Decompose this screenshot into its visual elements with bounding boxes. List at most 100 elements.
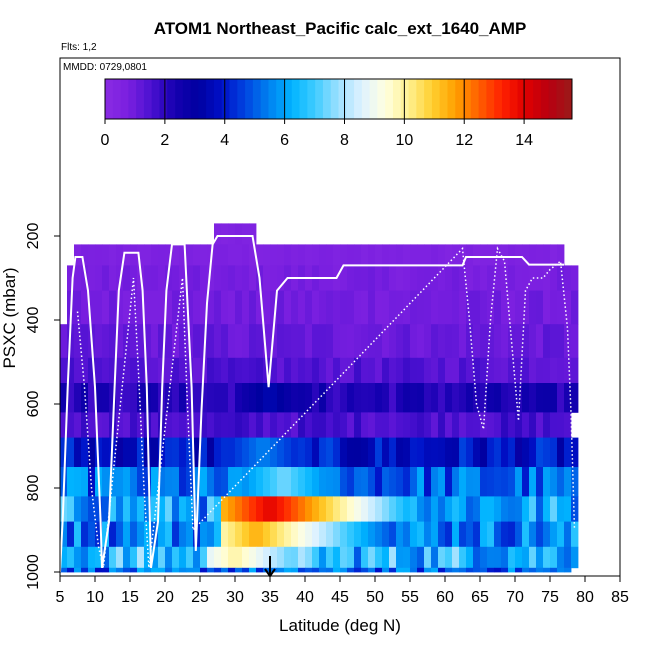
heatmap-cell [326, 383, 334, 413]
heatmap-cell [326, 437, 334, 468]
heatmap-cell [291, 412, 299, 438]
heatmap-cell [214, 290, 222, 325]
heatmap-cell [277, 357, 285, 384]
heatmap-cell [207, 412, 215, 438]
heatmap-cell [431, 437, 439, 468]
heatmap-cell [207, 546, 215, 569]
heatmap-cell [557, 467, 565, 497]
heatmap-cell [333, 412, 341, 438]
heatmap-cell [375, 244, 383, 266]
heatmap-cell [459, 496, 467, 522]
heatmap-cell [382, 521, 390, 548]
heatmap-cell [515, 546, 523, 569]
heatmap-cell [130, 244, 138, 266]
heatmap-cell [424, 412, 432, 438]
x-tick-label: 5 [56, 589, 65, 606]
heatmap-cell [354, 324, 362, 359]
heatmap-cell [382, 567, 390, 573]
heatmap-cell [235, 546, 243, 569]
heatmap-cell [74, 383, 82, 413]
heatmap-cell [144, 567, 152, 573]
heatmap-cell [116, 437, 124, 468]
heatmap-cell [340, 437, 348, 468]
heatmap-cell [130, 496, 138, 522]
heatmap-cell [473, 496, 481, 522]
heatmap-cell [179, 412, 187, 438]
heatmap-cell [102, 567, 110, 573]
heatmap-cell [361, 244, 369, 266]
colorbar-segment [322, 79, 332, 119]
heatmap-cell [557, 357, 565, 384]
heatmap-cell [144, 290, 152, 325]
heatmap-cell [536, 412, 544, 438]
heatmap-cell [389, 437, 397, 468]
heatmap-cell [214, 412, 222, 438]
heatmap-cell [102, 265, 110, 291]
heatmap-cell [431, 546, 439, 569]
heatmap-cell [543, 567, 551, 573]
heatmap-cell [424, 467, 432, 497]
heatmap-cell [445, 290, 453, 325]
heatmap-cell [123, 290, 131, 325]
heatmap-cell [305, 567, 313, 573]
heatmap-cell [368, 412, 376, 438]
colorbar-segment [167, 79, 176, 119]
heatmap-cell [221, 244, 229, 266]
x-tick-label: 60 [436, 589, 454, 606]
colorbar-tick-label: 10 [395, 132, 413, 149]
colorbar-segment [540, 79, 550, 119]
heatmap-cell [466, 265, 474, 291]
heatmap-cell [536, 467, 544, 497]
heatmap-cell [228, 265, 236, 291]
heatmap-cell [305, 357, 313, 384]
heatmap-cell [130, 437, 138, 468]
heatmap-cell [109, 357, 117, 384]
colorbar-segment [501, 79, 511, 119]
heatmap-cell [137, 546, 145, 569]
flight-track-dotted [76, 246, 576, 568]
heatmap-cell [277, 383, 285, 413]
colorbar-segment [330, 79, 339, 119]
heatmap-cell [242, 496, 250, 522]
heatmap-cell [571, 290, 579, 325]
heatmap-cell [109, 521, 117, 548]
heatmap-cell [151, 496, 159, 522]
heatmap-cell [172, 521, 180, 548]
heatmap-cell [494, 244, 502, 266]
heatmap-cell [333, 324, 341, 359]
heatmap-cell [438, 567, 446, 573]
colorbar-segment [533, 79, 542, 119]
heatmap-cell [165, 290, 173, 325]
heatmap-cell [151, 357, 159, 384]
colorbar-segment [190, 79, 199, 119]
heatmap-cell [172, 496, 180, 522]
colorbar-segment [105, 79, 114, 119]
heatmap-cell [242, 546, 250, 569]
heatmap-cell [200, 496, 208, 522]
heatmap-cell [214, 265, 222, 291]
colorbar-tick-label: 12 [455, 132, 473, 149]
heatmap-cell [270, 437, 278, 468]
heatmap-cell [291, 357, 299, 384]
heatmap-cell [221, 223, 229, 245]
x-tick-label: 35 [261, 589, 279, 606]
heatmap-cell [445, 357, 453, 384]
heatmap-cell [165, 244, 173, 266]
heatmap-cell [501, 244, 509, 266]
heatmap-cell [235, 567, 243, 573]
heatmap-cell [529, 412, 537, 438]
heatmap-cell [270, 546, 278, 569]
heatmap-cell [417, 244, 425, 266]
heatmap-cell [347, 496, 355, 522]
heatmap-cell [95, 244, 103, 266]
heatmap-cell [466, 290, 474, 325]
heatmap-cell [501, 290, 509, 325]
heatmap-cell [452, 496, 460, 522]
heatmap-cell [459, 467, 467, 497]
heatmap-cell [431, 521, 439, 548]
heatmap-cell [102, 324, 110, 359]
heatmap-cell [263, 265, 271, 291]
heatmap-cell [221, 357, 229, 384]
heatmap-cell [487, 244, 495, 266]
heatmap-cell [473, 546, 481, 569]
